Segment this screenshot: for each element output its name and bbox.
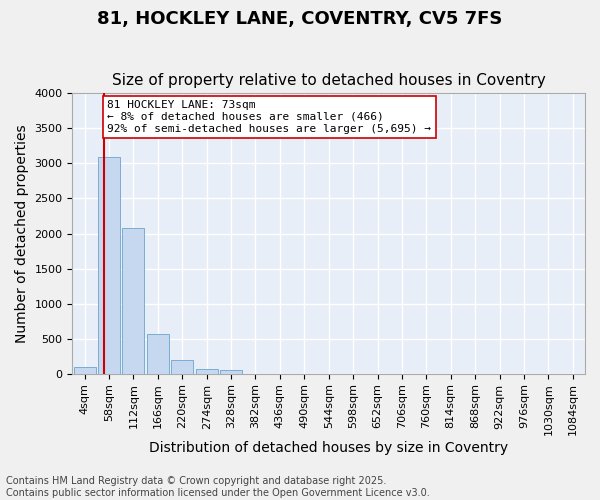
Bar bbox=[122, 228, 145, 374]
Y-axis label: Number of detached properties: Number of detached properties bbox=[15, 124, 29, 343]
Bar bbox=[74, 366, 95, 374]
Bar bbox=[171, 360, 193, 374]
Bar bbox=[98, 157, 120, 374]
Text: Contains HM Land Registry data © Crown copyright and database right 2025.
Contai: Contains HM Land Registry data © Crown c… bbox=[6, 476, 430, 498]
Text: 81, HOCKLEY LANE, COVENTRY, CV5 7FS: 81, HOCKLEY LANE, COVENTRY, CV5 7FS bbox=[97, 10, 503, 28]
Text: 81 HOCKLEY LANE: 73sqm
← 8% of detached houses are smaller (466)
92% of semi-det: 81 HOCKLEY LANE: 73sqm ← 8% of detached … bbox=[107, 100, 431, 134]
X-axis label: Distribution of detached houses by size in Coventry: Distribution of detached houses by size … bbox=[149, 441, 508, 455]
Title: Size of property relative to detached houses in Coventry: Size of property relative to detached ho… bbox=[112, 73, 545, 88]
Bar bbox=[147, 334, 169, 374]
Bar bbox=[220, 370, 242, 374]
Bar bbox=[196, 369, 218, 374]
